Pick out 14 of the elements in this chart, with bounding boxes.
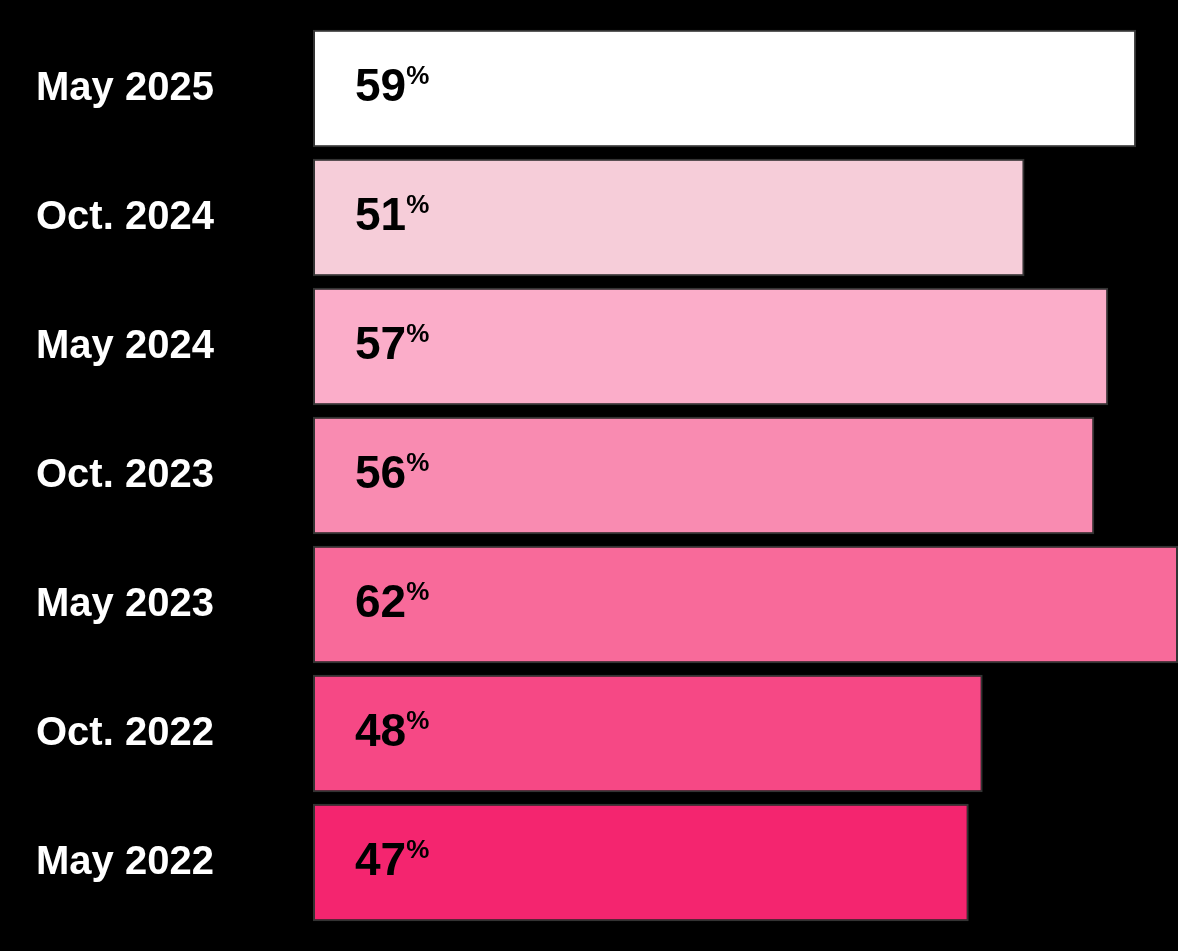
data-label: 51% (355, 188, 430, 241)
data-label: 59% (355, 59, 430, 112)
data-label: 47% (355, 833, 430, 886)
y-tick-label: May 2024 (36, 321, 215, 366)
y-tick-label: May 2022 (36, 837, 214, 882)
data-label: 48% (355, 704, 430, 757)
data-label: 56% (355, 446, 430, 499)
y-tick-label: Oct. 2023 (36, 450, 214, 495)
y-tick-label: May 2025 (36, 63, 214, 108)
data-label: 62% (355, 575, 430, 628)
y-tick-label: May 2023 (36, 579, 214, 624)
y-tick-label: Oct. 2024 (36, 192, 215, 237)
y-tick-label: Oct. 2022 (36, 708, 214, 753)
data-label: 57% (355, 317, 430, 370)
